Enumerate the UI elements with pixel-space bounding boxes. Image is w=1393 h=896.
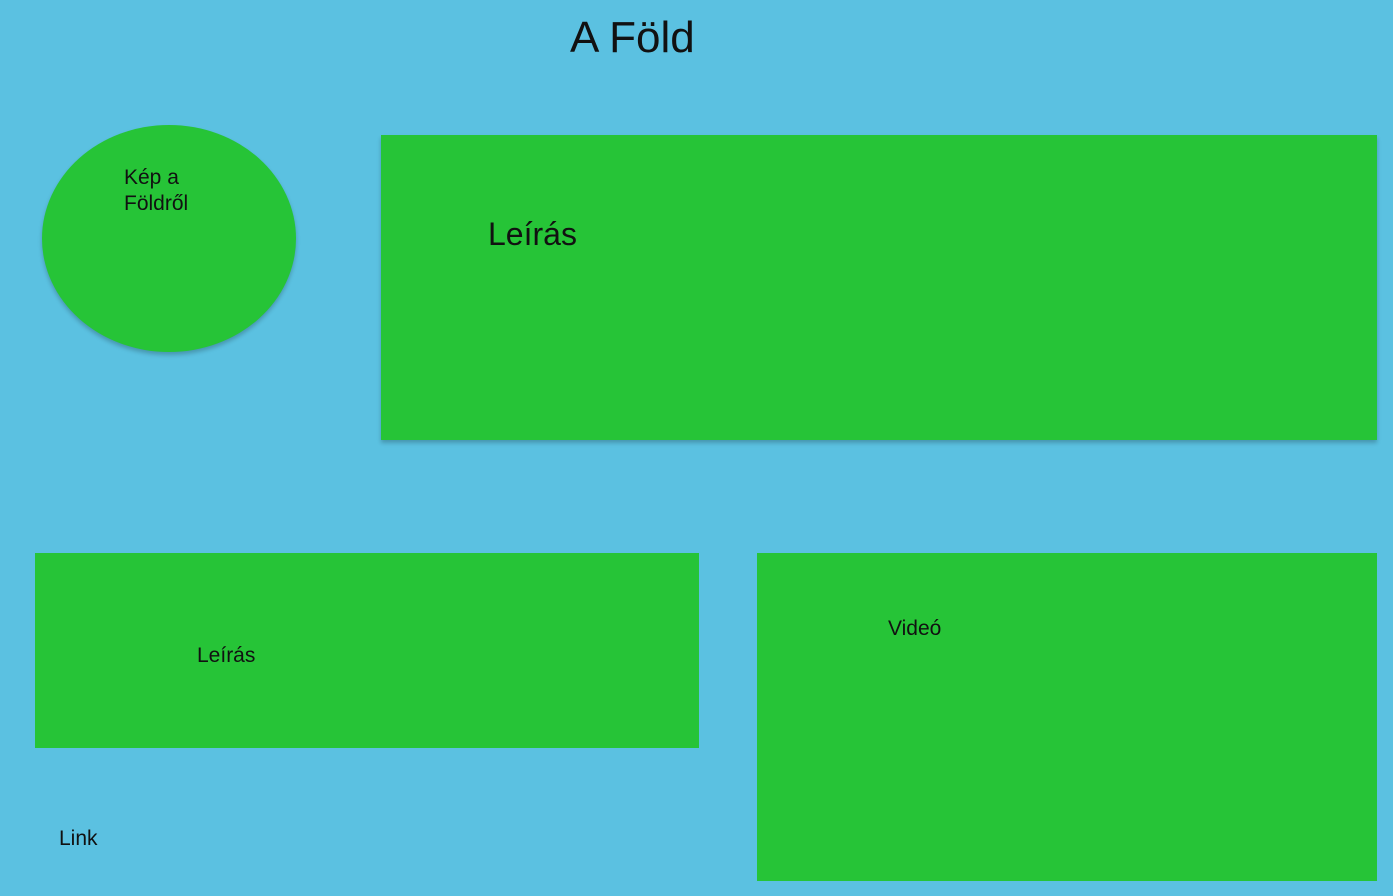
video-label: Videó bbox=[888, 617, 942, 640]
main-description-box: Leírás bbox=[381, 135, 1377, 440]
secondary-description-box: Leírás bbox=[35, 553, 699, 748]
page-title: A Föld bbox=[570, 13, 695, 62]
main-description-label: Leírás bbox=[488, 216, 577, 252]
earth-image-label: Kép a Földről bbox=[124, 166, 189, 215]
video-placeholder[interactable]: Videó bbox=[757, 553, 1377, 881]
earth-image-placeholder: Kép a Földről bbox=[42, 125, 296, 352]
link[interactable]: Link bbox=[59, 827, 98, 850]
secondary-description-label: Leírás bbox=[197, 644, 256, 667]
